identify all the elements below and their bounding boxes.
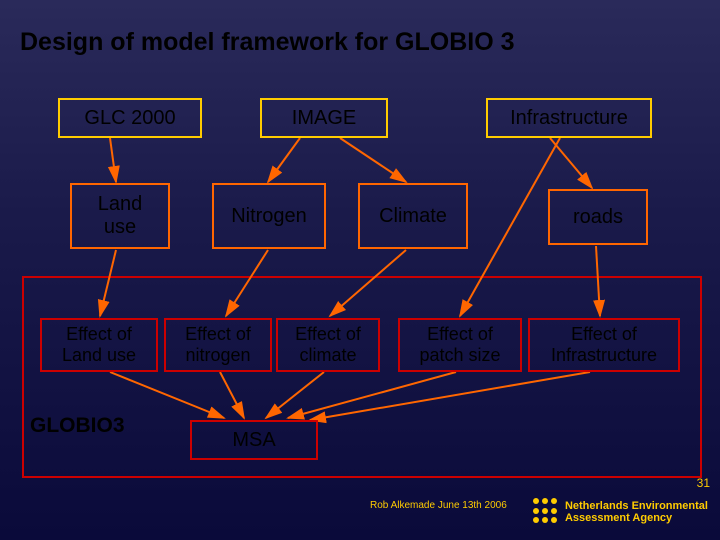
globio3-box [22,276,702,478]
node-landuse: Land use [70,183,170,249]
node-label: Effect of climate [295,324,361,365]
node-label: Nitrogen [231,205,307,228]
node-glc2000: GLC 2000 [58,98,202,138]
node-label: Land use [98,193,143,239]
node-label: MSA [232,429,275,452]
node-effect-patchsize: Effect of patch size [398,318,522,372]
node-label: Effect of Land use [62,324,136,365]
node-image: IMAGE [260,98,388,138]
node-effect-infrastructure: Effect of Infrastructure [528,318,680,372]
agency-logo: Netherlands Environmental Assessment Age… [533,496,708,528]
node-label: Climate [379,205,447,228]
node-label: Effect of nitrogen [185,324,251,365]
node-label: IMAGE [292,107,356,130]
node-nitrogen: Nitrogen [212,183,326,249]
node-climate: Climate [358,183,468,249]
node-label: Effect of patch size [419,324,500,365]
node-effect-landuse: Effect of Land use [40,318,158,372]
node-label: GLC 2000 [84,107,175,130]
footer-attribution: Rob Alkemade June 13th 2006 [370,500,507,511]
node-roads: roads [548,189,648,245]
globio3-label: GLOBIO3 [30,414,125,438]
node-label: Effect of Infrastructure [551,324,657,365]
node-label: roads [573,206,623,229]
logo-text: Netherlands Environmental Assessment Age… [565,500,708,524]
node-infrastructure: Infrastructure [486,98,652,138]
node-label: Infrastructure [510,107,628,130]
node-effect-climate: Effect of climate [276,318,380,372]
node-effect-nitrogen: Effect of nitrogen [164,318,272,372]
node-msa: MSA [190,420,318,460]
slide-number: 31 [697,476,710,490]
logo-dots-icon [533,498,559,526]
slide-title: Design of model framework for GLOBIO 3 [20,28,515,57]
